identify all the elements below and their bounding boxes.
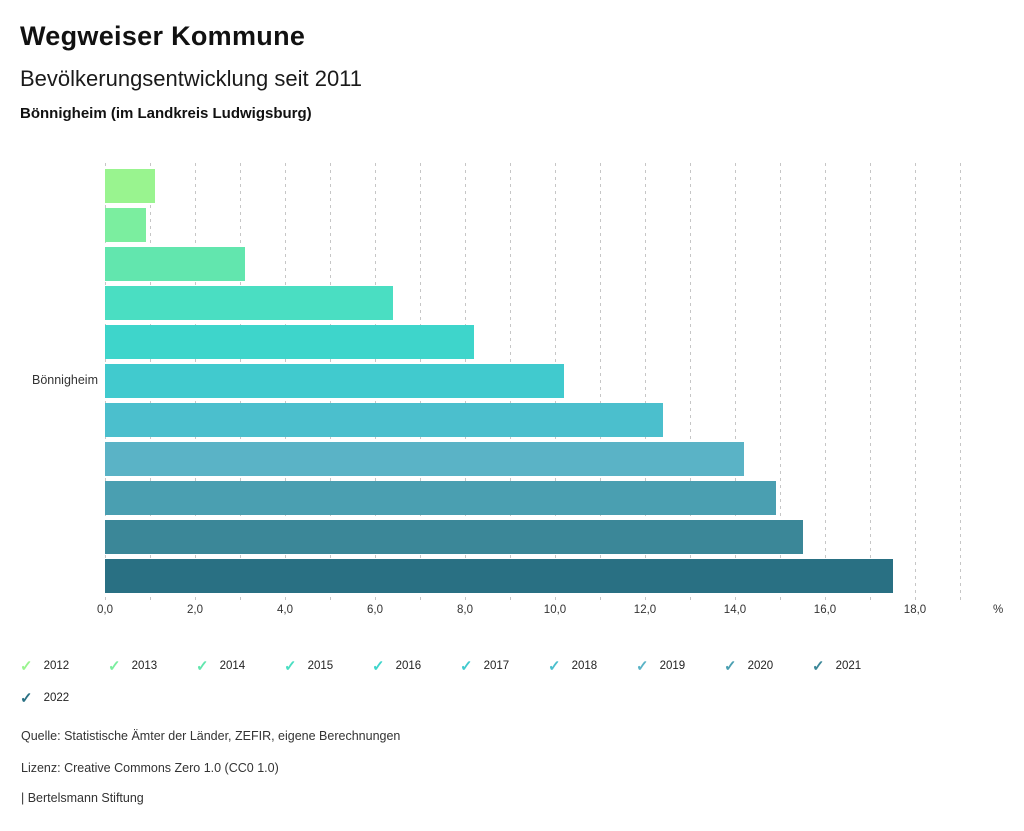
- legend-year-label: 2013: [131, 660, 158, 672]
- legend-item-2013[interactable]: ✓ 2013: [108, 650, 196, 682]
- check-icon: ✓: [108, 657, 121, 675]
- bar-2015[interactable]: [105, 286, 393, 320]
- legend-year-label: 2015: [307, 660, 334, 672]
- page-title: Wegweiser Kommune: [20, 21, 306, 51]
- check-icon: ✓: [372, 657, 385, 675]
- check-icon: ✓: [284, 657, 297, 675]
- x-axis-unit-label: %: [993, 604, 1004, 616]
- bar-2014[interactable]: [105, 247, 245, 281]
- x-tick-label: 12,0: [633, 604, 657, 616]
- check-icon: ✓: [20, 657, 33, 675]
- x-tick-label: 4,0: [277, 604, 293, 616]
- bar-2021[interactable]: [105, 520, 803, 554]
- legend-item-2019[interactable]: ✓ 2019: [636, 650, 724, 682]
- x-tick-label: 2,0: [187, 604, 203, 616]
- legend-item-2020[interactable]: ✓ 2020: [724, 650, 812, 682]
- legend-year-label: 2014: [219, 660, 246, 672]
- legend-year-label: 2018: [571, 660, 598, 672]
- gridline: [690, 163, 691, 600]
- bar-2019[interactable]: [105, 442, 744, 476]
- gridline: [645, 163, 646, 600]
- gridline: [600, 163, 601, 600]
- legend-item-2015[interactable]: ✓ 2015: [284, 650, 372, 682]
- chart-title: Bevölkerungsentwicklung seit 2011: [20, 66, 363, 91]
- legend-item-2012[interactable]: ✓ 2012: [20, 650, 108, 682]
- legend: ✓ 2012 ✓ 2013 ✓ 2014 ✓ 2015 ✓ 2016 ✓ 2017 ✓ 2018 ✓ 2019…: [20, 650, 920, 714]
- bar-2017[interactable]: [105, 364, 564, 398]
- bar-2016[interactable]: [105, 325, 474, 359]
- legend-year-label: 2020: [747, 660, 774, 672]
- bar-2012[interactable]: [105, 169, 155, 203]
- legend-item-2021[interactable]: ✓ 2021: [812, 650, 900, 682]
- plot-area: 0,0 2,0 4,0 6,0 8,0 10,0 12,0 14,0 16,0 18,0%: [97, 163, 1003, 616]
- legend-item-2018[interactable]: ✓ 2018: [548, 650, 636, 682]
- bar-2018[interactable]: [105, 403, 663, 437]
- legend-year-label: 2012: [43, 660, 70, 672]
- check-icon: ✓: [724, 657, 737, 675]
- legend-item-2017[interactable]: ✓ 2017: [460, 650, 548, 682]
- attribution-note: | Bertelsmann Stiftung: [21, 791, 144, 805]
- x-tick-label: 14,0: [723, 604, 747, 616]
- bar-2020[interactable]: [105, 481, 776, 515]
- gridline: [960, 163, 961, 600]
- x-tick-label: 0,0: [97, 604, 113, 616]
- bar-2022[interactable]: [105, 559, 893, 593]
- check-icon: ✓: [812, 657, 825, 675]
- legend-year-label: 2021: [835, 660, 862, 672]
- check-icon: ✓: [196, 657, 209, 675]
- gridline: [735, 163, 736, 600]
- legend-year-label: 2022: [43, 692, 70, 704]
- source-note: Quelle: Statistische Ämter der Länder, Z…: [21, 729, 401, 743]
- legend-item-2014[interactable]: ✓ 2014: [196, 650, 284, 682]
- bar-2013[interactable]: [105, 208, 146, 242]
- x-tick-label: 18,0: [903, 604, 927, 616]
- x-tick-label: 6,0: [367, 604, 383, 616]
- license-note: Lizenz: Creative Commons Zero 1.0 (CC0 1…: [21, 761, 279, 775]
- region-subtitle: Bönnigheim (im Landkreis Ludwigsburg): [20, 105, 312, 122]
- check-icon: ✓: [20, 689, 33, 707]
- legend-year-label: 2017: [483, 660, 510, 672]
- legend-year-label: 2019: [659, 660, 686, 672]
- legend-year-label: 2016: [395, 660, 422, 672]
- gridline: [915, 163, 916, 600]
- x-tick-label: 10,0: [543, 604, 567, 616]
- gridline: [870, 163, 871, 600]
- check-icon: ✓: [636, 657, 649, 675]
- y-axis-category-label: Bönnigheim: [31, 373, 98, 387]
- check-icon: ✓: [548, 657, 561, 675]
- check-icon: ✓: [460, 657, 473, 675]
- gridline: [780, 163, 781, 600]
- x-tick-label: 16,0: [813, 604, 837, 616]
- x-tick-label: 8,0: [457, 604, 473, 616]
- legend-item-2016[interactable]: ✓ 2016: [372, 650, 460, 682]
- legend-item-2022[interactable]: ✓ 2022: [20, 682, 108, 714]
- gridline: [825, 163, 826, 600]
